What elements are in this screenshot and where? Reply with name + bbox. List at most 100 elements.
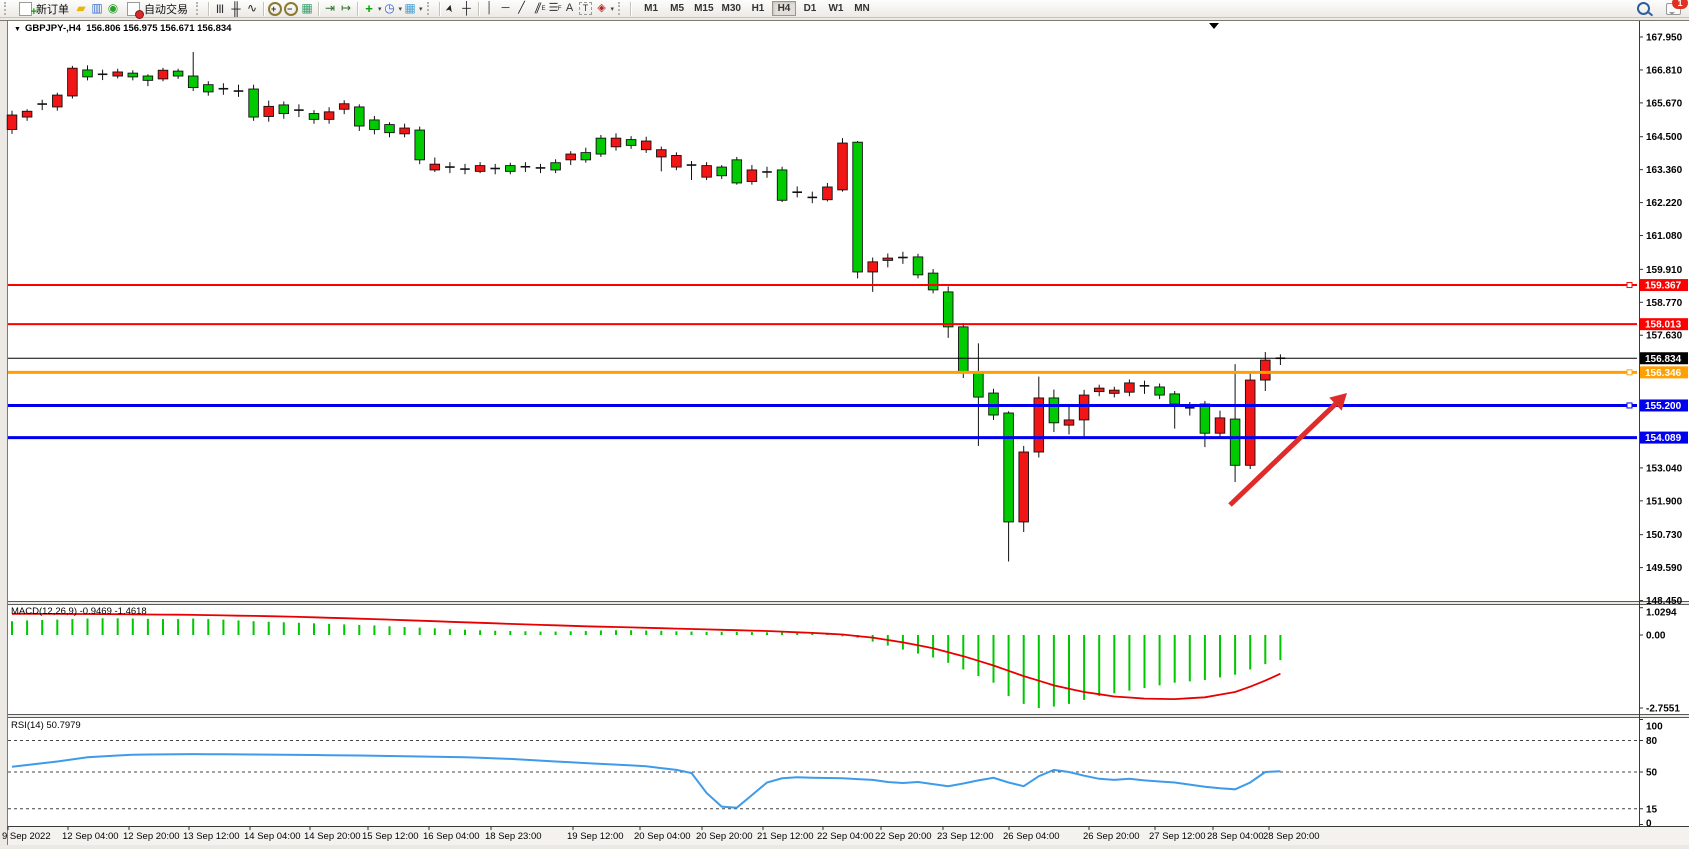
svg-text:9 Sep 2022: 9 Sep 2022 (2, 831, 51, 842)
indicators-caret-icon[interactable]: ▾ (378, 5, 382, 13)
cursor-icon[interactable] (443, 1, 459, 16)
chart-shift-icon[interactable] (338, 1, 354, 16)
svg-text:0: 0 (1646, 819, 1652, 830)
text-icon[interactable] (562, 1, 578, 16)
timeframe-m5-button[interactable]: M5 (665, 1, 689, 16)
indicators-icon[interactable] (361, 1, 377, 16)
svg-text:12 Sep 20:00: 12 Sep 20:00 (123, 831, 180, 842)
timeframe-h1-button[interactable]: H1 (746, 1, 770, 16)
macd-signal-line (12, 612, 1281, 701)
timeframe-w1-button[interactable]: W1 (824, 1, 848, 16)
toolbar-grip[interactable] (4, 2, 11, 15)
svg-text:16 Sep 04:00: 16 Sep 04:00 (423, 831, 480, 842)
time-axis: 9 Sep 2022 12 Sep 04:00 12 Sep 20:00 13 Sep… (2, 826, 1320, 842)
svg-text:163.360: 163.360 (1646, 165, 1683, 176)
timeframe-h4-button[interactable]: H4 (771, 1, 796, 16)
new-order-icon (18, 1, 32, 16)
templates-icon[interactable] (402, 1, 418, 16)
svg-text:164.500: 164.500 (1646, 132, 1683, 143)
line-chart-icon[interactable] (244, 1, 260, 16)
macd-pane: 1.0294 0.00 -2.7551 (11, 607, 1680, 715)
new-order-button[interactable]: 新订单 (13, 1, 73, 17)
zoom-in-icon[interactable] (268, 1, 282, 17)
trendline-icon[interactable] (514, 1, 530, 16)
auto-scroll-icon[interactable] (322, 1, 338, 16)
crosshair-icon[interactable] (459, 1, 475, 16)
svg-text:150.730: 150.730 (1646, 530, 1683, 541)
svg-text:100: 100 (1646, 722, 1663, 733)
collapse-icon[interactable]: ▼ (14, 26, 21, 33)
new-order-label: 新订单 (36, 3, 69, 16)
svg-text:27 Sep 12:00: 27 Sep 12:00 (1149, 831, 1206, 842)
candlestick-series (6, 52, 1286, 562)
svg-text:159.910: 159.910 (1646, 265, 1683, 276)
rsi-pane: 100 80 50 15 0 (8, 719, 1663, 830)
svg-text:26 Sep 04:00: 26 Sep 04:00 (1003, 831, 1060, 842)
svg-text:162.220: 162.220 (1646, 198, 1683, 209)
svg-text:0.00: 0.00 (1646, 631, 1666, 642)
svg-text:22 Sep 04:00: 22 Sep 04:00 (817, 831, 874, 842)
svg-text:20 Sep 04:00: 20 Sep 04:00 (634, 831, 691, 842)
price-axis: 167.950 166.810 165.670 164.500 163.360 162.2… (1639, 33, 1688, 607)
svg-text:155.200: 155.200 (1645, 401, 1682, 412)
zoom-out-icon[interactable] (284, 1, 298, 17)
svg-text:13 Sep 12:00: 13 Sep 12:00 (183, 831, 240, 842)
timeframe-mn-button[interactable]: MN (850, 1, 874, 16)
navigator-icon[interactable] (105, 1, 121, 16)
svg-text:157.630: 157.630 (1646, 331, 1683, 342)
svg-text:15: 15 (1646, 804, 1658, 815)
svg-text:20 Sep 20:00: 20 Sep 20:00 (696, 831, 753, 842)
rsi-label: RSI(14) 50.7979 (11, 720, 81, 731)
search-icon[interactable] (1636, 2, 1650, 15)
svg-text:151.900: 151.900 (1646, 496, 1683, 507)
vertical-line-icon[interactable] (482, 1, 498, 16)
svg-text:22 Sep 20:00: 22 Sep 20:00 (875, 831, 932, 842)
svg-text:158.770: 158.770 (1646, 298, 1683, 309)
svg-text:165.670: 165.670 (1646, 98, 1683, 109)
svg-text:15 Sep 12:00: 15 Sep 12:00 (362, 831, 419, 842)
candlestick-chart-icon[interactable] (228, 1, 244, 16)
arrows-icon[interactable] (594, 1, 610, 16)
bar-chart-icon[interactable] (212, 1, 228, 16)
svg-text:50: 50 (1646, 768, 1658, 779)
arrows-caret-icon[interactable]: ▾ (610, 5, 615, 13)
trend-arrow[interactable] (1228, 393, 1347, 507)
macd-label: MACD(12,26,9) -0.9469 -1.4618 (11, 606, 147, 617)
notification-badge: 1 (1672, 0, 1688, 9)
svg-text:-2.7551: -2.7551 (1646, 704, 1680, 715)
tile-windows-icon[interactable] (299, 1, 315, 16)
rsi-line (11, 753, 1281, 809)
svg-text:156.834: 156.834 (1645, 354, 1682, 365)
fibonacci-icon[interactable] (546, 1, 562, 17)
svg-text:18 Sep 23:00: 18 Sep 23:00 (485, 831, 542, 842)
auto-trading-button[interactable]: 自动交易 (121, 1, 192, 17)
timeframe-m30-button[interactable]: M30 (719, 1, 744, 16)
timeframe-toolbar: M1 M5 M15 M30 H1 H4 D1 W1 MN (638, 1, 875, 16)
horizontal-line-icon[interactable] (498, 1, 514, 16)
svg-text:14 Sep 04:00: 14 Sep 04:00 (244, 831, 301, 842)
timeframe-d1-button[interactable]: D1 (798, 1, 822, 16)
horizontal-line-objects[interactable] (8, 282, 1637, 440)
periods-icon[interactable] (382, 1, 398, 16)
svg-text:1.0294: 1.0294 (1646, 608, 1677, 619)
svg-text:154.089: 154.089 (1645, 433, 1682, 444)
timeframe-m15-button[interactable]: M15 (691, 1, 716, 16)
periods-caret-icon[interactable]: ▾ (398, 5, 403, 13)
templates-caret-icon[interactable]: ▾ (419, 5, 423, 13)
svg-text:19 Sep 12:00: 19 Sep 12:00 (567, 831, 624, 842)
svg-text:149.590: 149.590 (1646, 563, 1683, 574)
notifications-button[interactable]: 1 (1665, 0, 1688, 16)
chart-title: ▼ GBPJPY-,H4 156.806 156.975 156.671 156.… (14, 23, 231, 34)
svg-text:80: 80 (1646, 736, 1658, 747)
market-watch-icon[interactable] (89, 1, 105, 16)
profiles-icon[interactable] (73, 1, 89, 16)
svg-text:21 Sep 12:00: 21 Sep 12:00 (757, 831, 814, 842)
timeframe-m1-button[interactable]: M1 (639, 1, 663, 16)
text-label-icon[interactable] (579, 2, 593, 15)
chart-shift-marker (1209, 23, 1219, 29)
svg-text:26 Sep 20:00: 26 Sep 20:00 (1083, 831, 1140, 842)
auto-trading-icon (126, 1, 140, 16)
equidistant-channel-icon[interactable] (530, 1, 546, 17)
